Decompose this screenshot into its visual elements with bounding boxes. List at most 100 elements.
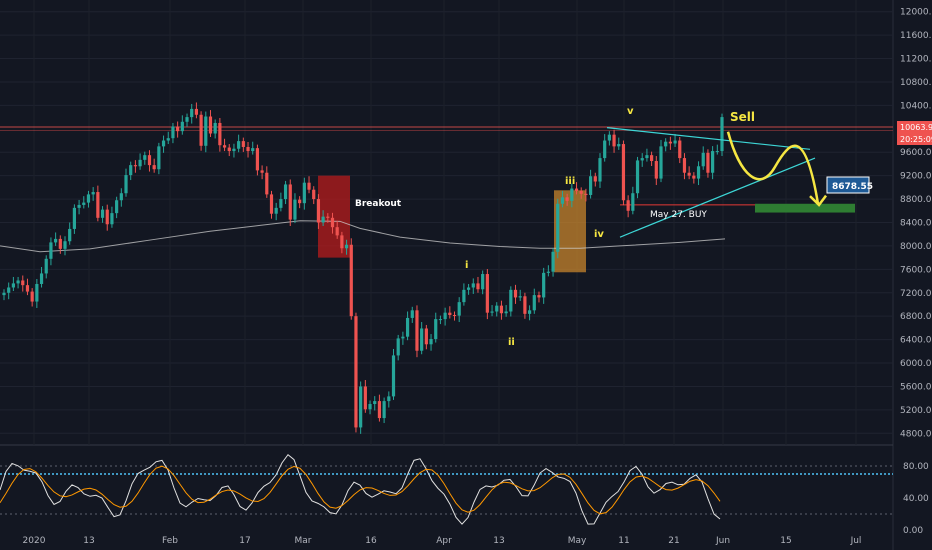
candle-body — [706, 152, 710, 173]
candle-body — [260, 170, 264, 173]
target-price-label: 8678.55 — [832, 182, 873, 192]
candle-body — [481, 274, 485, 290]
y-tick-label: 6000.00 — [900, 359, 932, 369]
y-tick-label: 11200.00 — [900, 55, 932, 65]
y-tick-label: 8800.00 — [900, 195, 932, 205]
candle-body — [307, 182, 311, 190]
candle-body — [208, 116, 213, 134]
candle-body — [77, 204, 81, 208]
candle-body — [316, 199, 321, 223]
candle-body — [499, 305, 504, 314]
candle-body — [11, 283, 15, 288]
candle-body — [668, 141, 672, 144]
x-tick-label: 21 — [668, 536, 679, 546]
triangle-upper-line — [606, 127, 811, 150]
y-tick-label: 4800.00 — [900, 429, 932, 439]
candle-body — [368, 404, 372, 410]
candle-body — [715, 151, 719, 153]
candle-body — [293, 199, 297, 220]
candle-body — [640, 158, 644, 161]
x-tick-label: May — [568, 536, 587, 546]
candle-body — [664, 141, 668, 147]
candle-body — [457, 302, 461, 316]
wave-label-v: v — [627, 106, 634, 117]
candle-body — [720, 117, 724, 152]
x-tick-label: 13 — [83, 536, 94, 546]
grid — [0, 0, 894, 550]
triangle-lower-line — [619, 157, 816, 238]
candle-body — [25, 285, 30, 292]
target-price-badge: 8678.55 — [826, 176, 873, 194]
candle-body — [542, 272, 546, 298]
candle-body — [438, 319, 443, 321]
candle-body — [35, 283, 39, 302]
candle-body — [16, 280, 20, 284]
candle-body — [63, 241, 67, 249]
candle-body — [7, 287, 11, 293]
candle-body — [232, 148, 236, 152]
price-axis[interactable]: 12000.00 11600.00 11200.00 10800.00 10400.00… — [900, 8, 932, 536]
candle-body — [344, 244, 349, 249]
x-tick-label: 13 — [493, 536, 504, 546]
current-price-badge: 10063.91 20:25:09 — [897, 121, 932, 145]
candle-body — [401, 336, 405, 339]
candle-body — [551, 251, 555, 272]
candle-body — [190, 108, 194, 118]
candle-body — [96, 192, 100, 218]
candle-body — [565, 197, 569, 201]
candle-body — [354, 316, 358, 428]
moving-average — [0, 220, 726, 253]
candle-body — [21, 280, 25, 286]
wave-label-ii: ii — [508, 337, 515, 348]
candle-body — [692, 175, 696, 179]
ma-200-line — [0, 220, 726, 253]
candle-body — [100, 209, 105, 218]
candle-body — [54, 238, 58, 243]
candle-body — [39, 273, 44, 284]
candle-body — [241, 141, 245, 147]
candle-body — [72, 207, 76, 229]
x-tick-label: Mar — [295, 536, 312, 546]
candle-body — [429, 339, 433, 345]
candle-body — [326, 216, 330, 218]
candle-body — [626, 200, 630, 211]
x-tick-label: 17 — [239, 536, 250, 546]
candle-body — [330, 217, 335, 228]
stochastic-oscillator — [0, 454, 893, 525]
time-axis[interactable]: 2020 13 Feb 17 Mar 16 Apr 13 May 11 21 Jun 15 Jul — [23, 536, 862, 546]
candle-body — [678, 140, 682, 159]
candle-body — [147, 155, 152, 166]
candle-body — [598, 158, 602, 182]
y-tick-label: 8400.00 — [900, 219, 932, 229]
candle-body — [321, 216, 325, 223]
candle-body — [673, 140, 677, 144]
candle-body — [283, 184, 288, 200]
candles — [2, 102, 724, 434]
candle-body — [302, 182, 306, 204]
candle-body — [466, 287, 471, 290]
y-tick-label: 12000.00 — [900, 8, 932, 18]
candle-body — [546, 271, 550, 273]
candle-body — [574, 188, 579, 191]
candle-body — [396, 338, 400, 356]
candle-body — [612, 134, 616, 147]
candle-body — [49, 242, 53, 259]
candle-body — [124, 175, 128, 194]
y-tick-label: 11600.00 — [900, 31, 932, 41]
candle-body — [382, 401, 386, 419]
x-tick-label: Feb — [162, 536, 178, 546]
y-tick-label: 7600.00 — [900, 265, 932, 275]
y-tick-label: 8000.00 — [900, 242, 932, 252]
candle-body — [476, 283, 480, 290]
candle-body — [387, 396, 391, 402]
candle-body — [269, 194, 274, 214]
candle-body — [161, 140, 166, 147]
candle-body — [157, 146, 161, 170]
candle-body — [82, 202, 86, 205]
candle-body — [255, 148, 260, 171]
candle-body — [631, 193, 635, 211]
candle-body — [659, 146, 663, 179]
candle-body — [490, 311, 494, 313]
